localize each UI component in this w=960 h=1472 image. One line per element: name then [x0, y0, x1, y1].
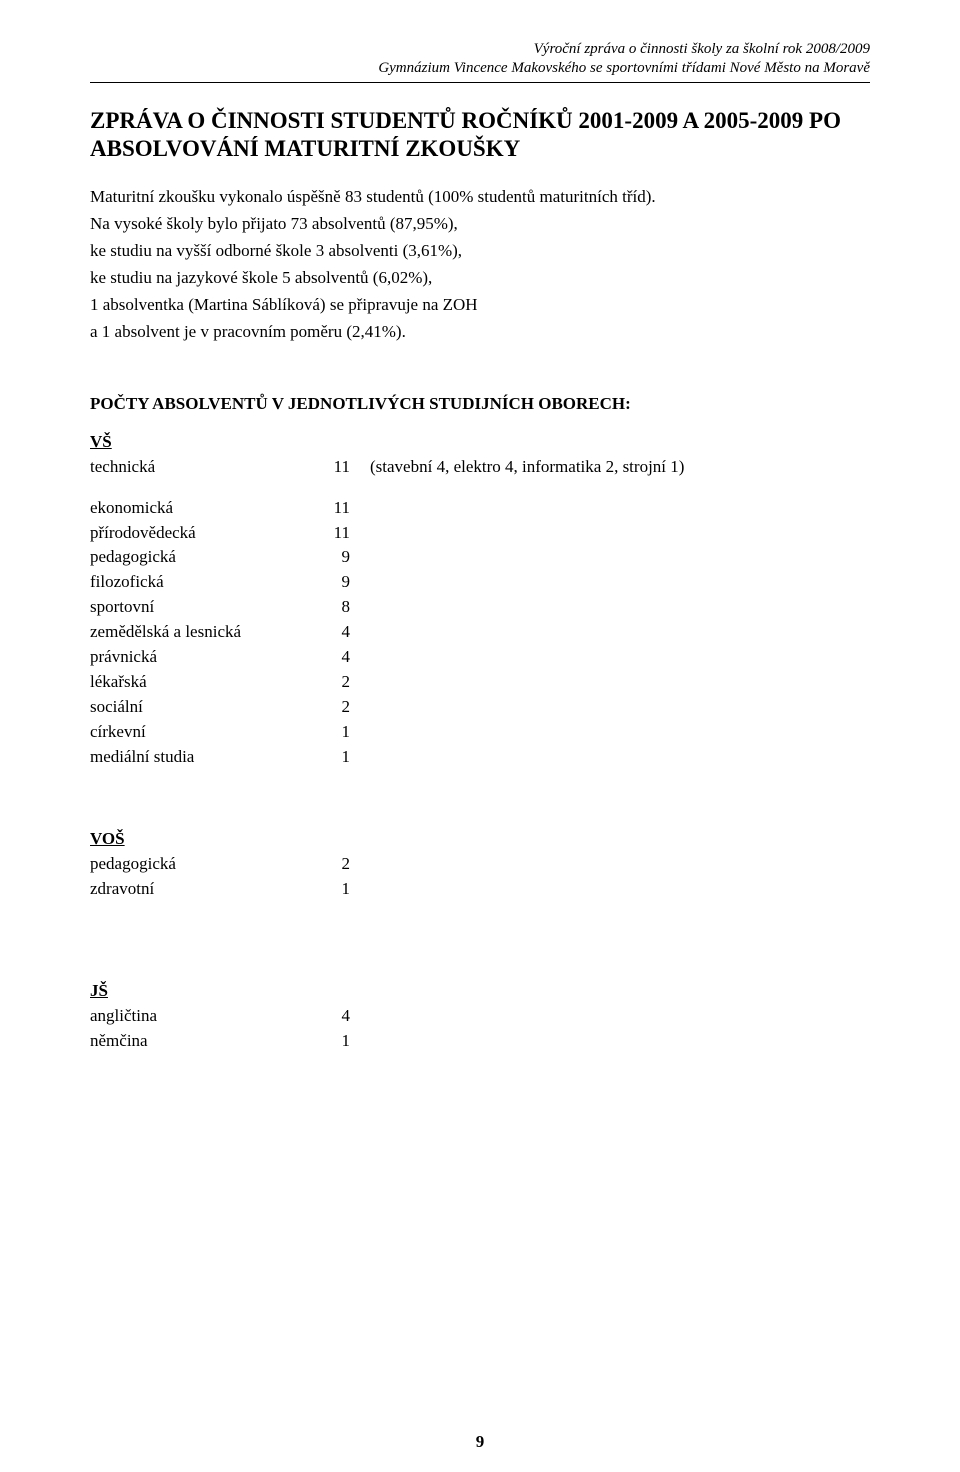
row-label: sportovní [90, 596, 310, 621]
table-row: ekonomická 11 [90, 497, 684, 522]
row-label: církevní [90, 721, 310, 746]
row-value: 4 [310, 1005, 370, 1030]
page-number: 9 [0, 1432, 960, 1452]
table-row: němčina 1 [90, 1030, 370, 1055]
row-value: 11 [310, 497, 370, 522]
row-label: přírodovědecká [90, 522, 310, 547]
row-label: němčina [90, 1030, 310, 1055]
table-row: lékařská 2 [90, 671, 684, 696]
row-label: lékařská [90, 671, 310, 696]
table-row: pedagogická 2 [90, 853, 370, 878]
section-heading-vos: VOŠ [90, 829, 870, 849]
paragraph-line: a 1 absolvent je v pracovním poměru (2,4… [90, 321, 870, 344]
intro-paragraph: Maturitní zkoušku vykonalo úspěšně 83 st… [90, 186, 870, 344]
header-block: Výroční zpráva o činnosti školy za školn… [90, 40, 870, 78]
row-label: zdravotní [90, 878, 310, 903]
header-line-1: Výroční zpráva o činnosti školy za školn… [90, 40, 870, 59]
table-row: přírodovědecká 11 [90, 522, 684, 547]
row-label: mediální studia [90, 746, 310, 771]
row-value: 2 [310, 671, 370, 696]
table-row: mediální studia 1 [90, 746, 684, 771]
row-value: 8 [310, 596, 370, 621]
row-value: 11 [310, 522, 370, 547]
row-label: technická [90, 456, 310, 481]
table-js: angličtina 4 němčina 1 [90, 1005, 370, 1055]
table-row: církevní 1 [90, 721, 684, 746]
row-label: angličtina [90, 1005, 310, 1030]
section-heading-js: JŠ [90, 981, 870, 1001]
table-row: technická 11 (stavební 4, elektro 4, inf… [90, 456, 684, 481]
page-title: ZPRÁVA O ČINNOSTI STUDENTŮ ROČNÍKŮ 2001-… [90, 107, 870, 165]
row-value: 2 [310, 696, 370, 721]
row-note: (stavební 4, elektro 4, informatika 2, s… [370, 456, 684, 481]
row-value: 1 [310, 1030, 370, 1055]
row-value: 4 [310, 621, 370, 646]
table-row: sociální 2 [90, 696, 684, 721]
table-row: angličtina 4 [90, 1005, 370, 1030]
table-row: zemědělská a lesnická 4 [90, 621, 684, 646]
row-value: 4 [310, 646, 370, 671]
header-line-2: Gymnázium Vincence Makovského se sportov… [90, 59, 870, 78]
row-label: ekonomická [90, 497, 310, 522]
table-row: sportovní 8 [90, 596, 684, 621]
row-value: 11 [310, 456, 370, 481]
row-value: 9 [310, 571, 370, 596]
row-value: 9 [310, 546, 370, 571]
header-divider [90, 82, 870, 83]
paragraph-line: Maturitní zkoušku vykonalo úspěšně 83 st… [90, 186, 870, 209]
row-label: pedagogická [90, 853, 310, 878]
paragraph-line: ke studiu na vyšší odborné škole 3 absol… [90, 240, 870, 263]
table-vos: pedagogická 2 zdravotní 1 [90, 853, 370, 903]
document-page: Výroční zpráva o činnosti školy za školn… [0, 0, 960, 1472]
paragraph-line: Na vysoké školy bylo přijato 73 absolven… [90, 213, 870, 236]
row-value: 2 [310, 853, 370, 878]
row-label: zemědělská a lesnická [90, 621, 310, 646]
paragraph-line: 1 absolventka (Martina Sáblíková) se při… [90, 294, 870, 317]
table-row: zdravotní 1 [90, 878, 370, 903]
table-row: právnická 4 [90, 646, 684, 671]
section-heading-vs: VŠ [90, 432, 870, 452]
row-value: 1 [310, 746, 370, 771]
row-value: 1 [310, 878, 370, 903]
subheading-counts: POČTY ABSOLVENTŮ V JEDNOTLIVÝCH STUDIJNÍ… [90, 394, 870, 414]
table-row: pedagogická 9 [90, 546, 684, 571]
row-label: sociální [90, 696, 310, 721]
table-vs: technická 11 (stavební 4, elektro 4, inf… [90, 456, 684, 771]
paragraph-line: ke studiu na jazykové škole 5 absolventů… [90, 267, 870, 290]
row-label: filozofická [90, 571, 310, 596]
row-label: právnická [90, 646, 310, 671]
row-label: pedagogická [90, 546, 310, 571]
table-row: filozofická 9 [90, 571, 684, 596]
title-line-1: ZPRÁVA O ČINNOSTI STUDENTŮ ROČNÍKŮ 2001-… [90, 107, 870, 136]
row-value: 1 [310, 721, 370, 746]
title-line-2: ABSOLVOVÁNÍ MATURITNÍ ZKOUŠKY [90, 135, 870, 164]
